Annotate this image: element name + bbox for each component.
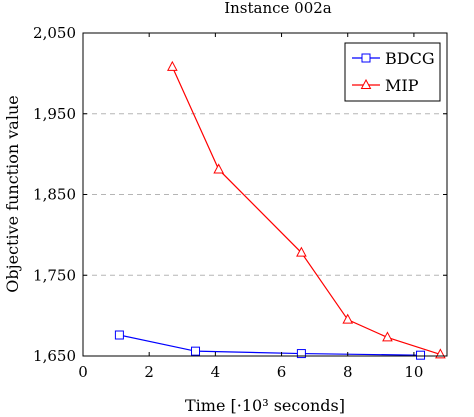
x-axis-title: Time [·10³ seconds] (185, 396, 345, 415)
tick-marks (82, 32, 447, 357)
x-tick-label: 6 (277, 363, 287, 381)
y-axis-title: Objective function value (3, 95, 22, 292)
y-tick-label: 1,650 (33, 347, 76, 365)
y-tick-label: 1,750 (33, 266, 76, 284)
data-point-mip (382, 331, 393, 342)
legend-box (344, 42, 441, 102)
legend: BDCG MIP (344, 42, 441, 102)
legend-marker-mip (360, 78, 372, 89)
data-point-bdcg (416, 350, 426, 360)
x-tick-label: 0 (78, 363, 88, 381)
y-tick-label: 2,050 (33, 24, 76, 42)
tick-labels: 1,650 1,750 1,850 1,950 2,050 0 2 4 6 8 10 (33, 24, 423, 381)
data-point-mip (213, 163, 225, 174)
x-tick-label: 4 (211, 363, 221, 381)
x-tick-label: 8 (343, 363, 353, 381)
y-tick-label: 1,850 (33, 186, 76, 204)
data-point-bdcg (114, 330, 124, 340)
grid-lines (83, 113, 447, 276)
data-point-mip (167, 60, 178, 71)
y-tick-label: 1,950 (33, 105, 76, 123)
legend-label-mip: MIP (385, 76, 419, 95)
legend-label-bdcg: BDCG (385, 49, 435, 68)
series-bdcg (114, 330, 426, 360)
data-point-bdcg (296, 349, 306, 359)
data-point-mip (342, 313, 354, 324)
series-layer (114, 60, 446, 360)
x-tick-label: 10 (404, 363, 423, 381)
data-point-mip (296, 246, 307, 257)
series-mip (167, 60, 446, 359)
series-bdcg-line (119, 334, 421, 356)
series-mip-line (171, 66, 441, 355)
chart-title: Instance 002a (224, 0, 332, 17)
legend-marker-bdcg (361, 53, 371, 63)
x-tick-label: 2 (144, 363, 154, 381)
data-point-bdcg (191, 346, 201, 356)
